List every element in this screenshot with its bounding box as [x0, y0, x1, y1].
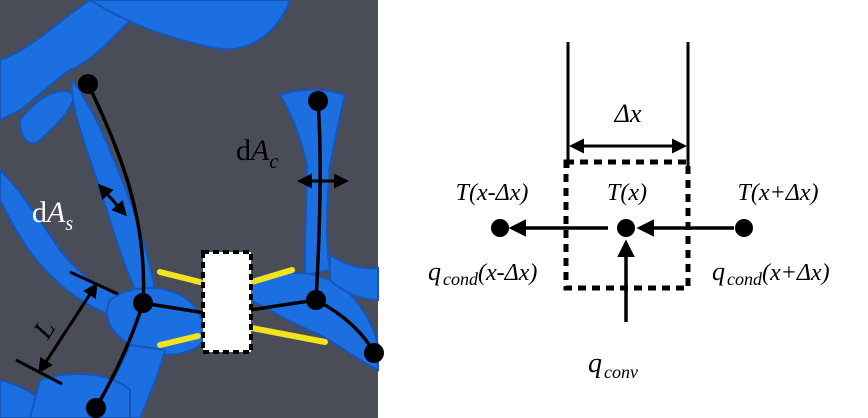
dAs-label: dAs: [32, 196, 73, 235]
node-center-left: [133, 293, 153, 313]
dAs-symbol: A: [45, 196, 66, 229]
q-cond-right-q: q: [712, 257, 725, 286]
temp-left-label: T(x-Δx): [456, 180, 529, 206]
node-blob-upper-left: [18, 90, 77, 145]
dAc-prefix: d: [236, 134, 251, 167]
q-cond-right-sub: cond: [727, 269, 763, 289]
length-arrow: [38, 282, 98, 374]
yellow-line-1: [157, 269, 203, 285]
q-cond-left-q: q: [428, 257, 441, 286]
q-conv-sub: conv: [604, 362, 638, 382]
strut-top-left: [0, 0, 152, 122]
node-x-plus: [735, 219, 753, 237]
node-top-right: [308, 91, 328, 111]
dx-label: Δx: [614, 99, 642, 128]
temp-right-label: T(x+Δx): [738, 180, 819, 206]
edge-upper-left: [86, 82, 146, 305]
foam-struts: [0, 0, 379, 418]
node-right-end: [364, 343, 384, 363]
q-cond-right-label: q cond(x+Δx): [712, 257, 830, 289]
balance-schematic: Δx T(x-Δx) T(x) T(x+Δx) q cond(x-Δx) q con…: [428, 42, 830, 382]
strut-right-edge: [329, 253, 379, 302]
node-x: [617, 219, 635, 237]
node-center-right: [306, 290, 326, 310]
q-cond-left-sub: cond: [443, 269, 479, 289]
node-x-minus: [491, 219, 509, 237]
node-top-left: [78, 74, 98, 94]
length-dimension: [15, 270, 119, 386]
q-cond-left-arg: (x-Δx): [478, 260, 537, 286]
control-volume-box: [201, 250, 253, 354]
temp-center-label: T(x): [607, 180, 647, 206]
node-bottom: [86, 398, 106, 418]
network-nodes: [78, 74, 384, 418]
foam-panel: L dAs dAc: [0, 0, 384, 418]
dAs-arrow: [98, 183, 127, 217]
dAs-subscript: s: [65, 213, 73, 235]
edge-to-box-left: [141, 301, 207, 315]
edge-lower-left: [94, 301, 145, 410]
dAc-subscript: c: [269, 151, 278, 173]
dAs-prefix: d: [32, 196, 47, 229]
strut-bottom-blob: [28, 373, 131, 418]
edge-to-box-right: [248, 298, 318, 312]
q-cond-left-label: q cond(x-Δx): [428, 257, 537, 289]
yellow-contacts: [157, 267, 328, 348]
edge-right-vertical: [314, 99, 322, 302]
q-conv-q: q: [588, 348, 602, 379]
dAc-symbol: A: [249, 134, 270, 167]
yellow-line-2: [157, 333, 201, 348]
q-conv-label: q conv: [588, 348, 638, 382]
yellow-line-4: [249, 325, 328, 345]
dAc-label: dAc: [236, 134, 278, 173]
strut-top-arch: [88, 0, 292, 51]
yellow-line-3: [249, 267, 295, 285]
q-cond-right-arg: (x+Δx): [762, 260, 830, 286]
